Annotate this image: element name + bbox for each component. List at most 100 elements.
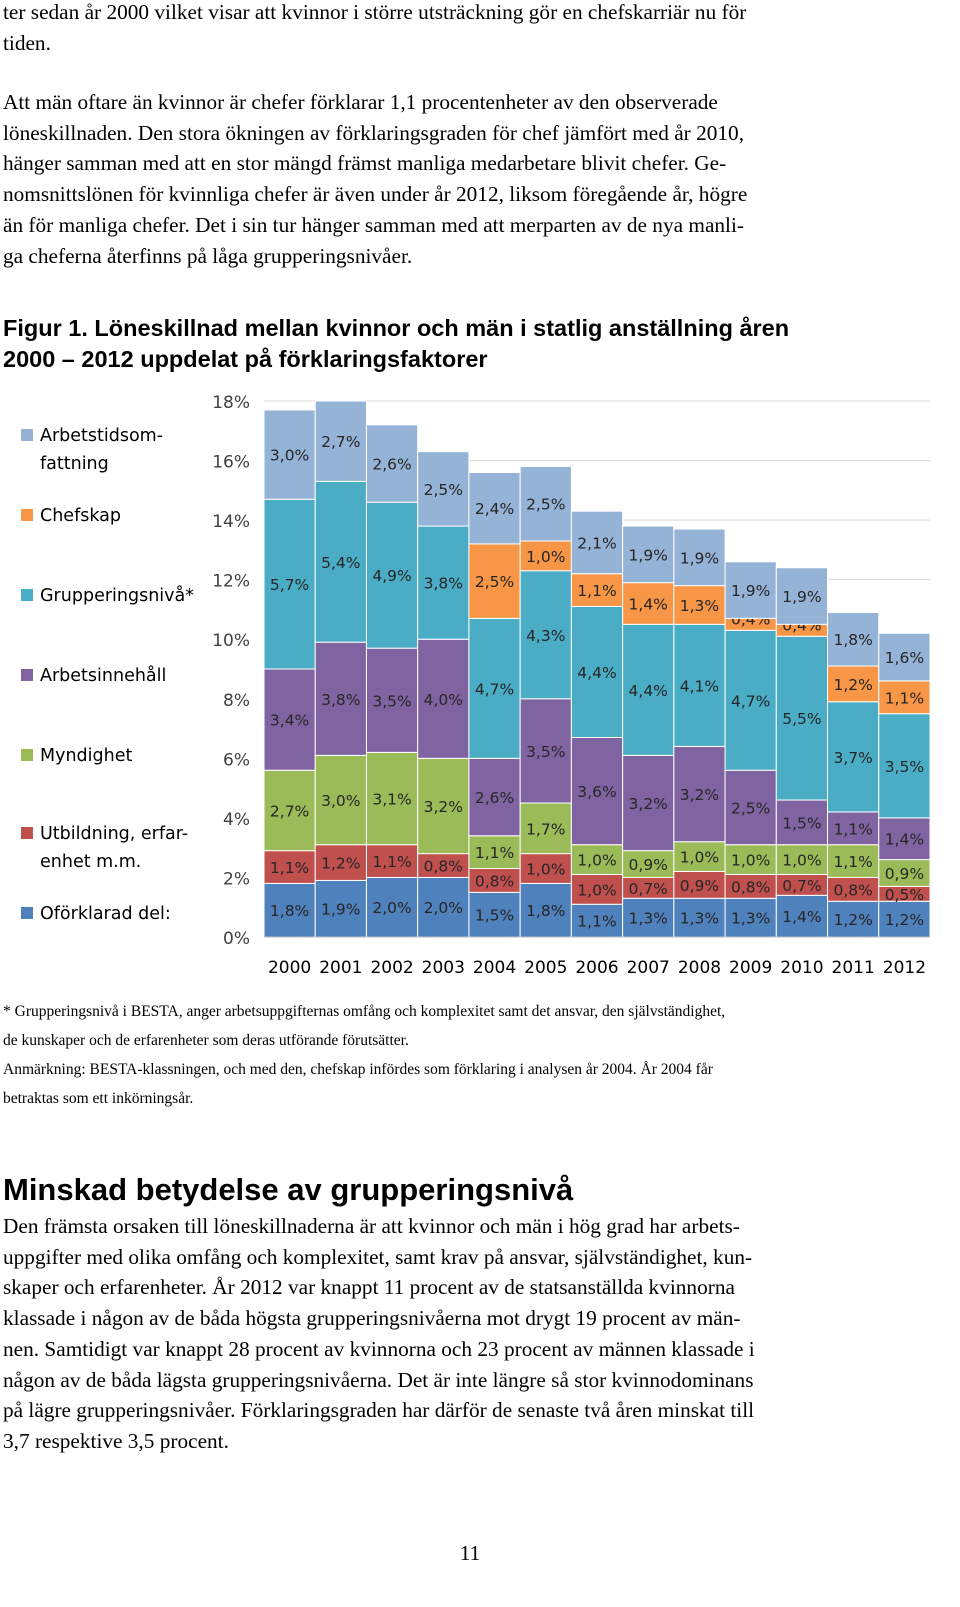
- data-label: 3,5%: [885, 758, 924, 776]
- data-label: 5,4%: [321, 554, 360, 572]
- bar-segment: [519, 466, 572, 542]
- data-label: 2,6%: [475, 789, 514, 807]
- bar-segment: [314, 844, 367, 881]
- caption-line: 2000 – 2012 uppdelat på förklaringsfakto…: [3, 346, 488, 372]
- data-label: 1,1%: [577, 582, 616, 600]
- bar-segment: [673, 528, 726, 587]
- text-line: uppgifter med olika omfång och komplexit…: [3, 1244, 753, 1269]
- text-line: löneskillnaden. Den stora ökningen av fö…: [3, 120, 745, 145]
- x-tick-label: 2003: [422, 958, 465, 978]
- data-label: 0,8%: [833, 881, 872, 899]
- legend-label: fattning: [40, 454, 109, 474]
- bar-segment: [468, 757, 521, 837]
- y-tick-label: 16%: [212, 453, 250, 473]
- x-tick-label: 2012: [883, 958, 926, 978]
- bar-segment: [673, 623, 726, 747]
- data-label: 1,4%: [885, 831, 924, 849]
- x-tick-label: 2009: [729, 958, 772, 978]
- bar-segment: [314, 879, 367, 938]
- text-line: tiden.: [3, 30, 51, 55]
- data-label: 1,1%: [833, 820, 872, 838]
- note-line: betraktas som ett inkörningsår.: [3, 1090, 194, 1107]
- bar-segment: [622, 525, 675, 584]
- x-tick-label: 2010: [780, 958, 823, 978]
- legend-label: Arbetsinnehåll: [40, 665, 166, 686]
- bar-segment: [570, 605, 624, 738]
- data-label: 4,0%: [424, 691, 463, 709]
- data-label: 1,5%: [475, 907, 514, 925]
- note-line: Anmärkning: BESTA-klassningen, och med d…: [3, 1061, 713, 1078]
- bar-segment: [570, 510, 624, 575]
- data-label: 1,9%: [782, 588, 821, 606]
- legend-swatch: [21, 669, 33, 681]
- footnote-grupperingsniva: * Grupperingsnivå i BESTA, anger arbetsu…: [3, 997, 943, 1055]
- data-label: 1,1%: [270, 859, 309, 877]
- x-tick-label: 2001: [319, 958, 362, 978]
- data-label: 1,2%: [321, 855, 360, 873]
- x-tick-label: 2000: [268, 958, 311, 978]
- legend-swatch: [21, 509, 33, 521]
- data-label: 1,9%: [680, 549, 719, 567]
- data-label: 1,0%: [526, 861, 565, 879]
- data-label: 1,9%: [629, 546, 668, 564]
- legend-swatch: [21, 907, 33, 919]
- bar-segment: [878, 859, 931, 887]
- bar-segment: [519, 540, 572, 572]
- data-label: 2,4%: [475, 500, 514, 518]
- x-tick-label: 2007: [627, 958, 670, 978]
- bar-segment: [263, 498, 316, 670]
- bar-segment: [673, 897, 726, 938]
- section-paragraph: Den främsta orsaken till löneskillnadern…: [3, 1211, 938, 1457]
- x-tick-label: 2006: [575, 958, 618, 978]
- data-label: 1,0%: [577, 852, 616, 870]
- bar-segment: [673, 585, 726, 625]
- x-tick-label: 2008: [678, 958, 721, 978]
- y-tick-label: 0%: [223, 929, 250, 949]
- bar-segment: [827, 665, 880, 703]
- x-tick-label: 2005: [524, 958, 567, 978]
- data-label: 0,7%: [782, 877, 821, 895]
- data-label: 1,3%: [629, 910, 668, 928]
- section-heading: Minskad betydelse av grupperingsnivå: [3, 1172, 574, 1207]
- data-label: 1,4%: [782, 908, 821, 926]
- data-label: 0,7%: [629, 880, 668, 898]
- data-label: 3,5%: [526, 743, 565, 761]
- legend-label: Chefskap: [40, 506, 121, 526]
- bar-segment: [827, 811, 880, 846]
- bar-segment: [878, 713, 931, 819]
- legend-swatch: [21, 589, 33, 601]
- data-label: 1,5%: [782, 814, 821, 832]
- bar-segment: [314, 480, 367, 643]
- data-label: 1,2%: [885, 911, 924, 929]
- data-label: 1,0%: [782, 852, 821, 870]
- data-label: 3,2%: [424, 798, 463, 816]
- legend-label: Utbildning, erfar-: [40, 824, 188, 844]
- data-label: 0,8%: [424, 858, 463, 876]
- data-label: 1,8%: [526, 902, 565, 920]
- bar-segment: [673, 841, 726, 872]
- data-label: 3,5%: [372, 692, 411, 710]
- footnote-anmarkning: Anmärkning: BESTA-klassningen, och med d…: [3, 1055, 943, 1113]
- y-tick-label: 8%: [223, 691, 250, 711]
- bar-segment: [314, 754, 367, 846]
- bar-segment: [263, 668, 316, 771]
- data-label: 1,4%: [629, 595, 668, 613]
- data-label: 1,0%: [577, 881, 616, 899]
- data-label: 4,7%: [475, 680, 514, 698]
- stacked-bar-chart: 0% 2% 4% 6% 8% 10% 12% 14% 16% 18% 1,8% 1,1% 2,7% 3,4…: [21, 393, 931, 978]
- data-label: 1,0%: [680, 849, 719, 867]
- bar-segment: [827, 844, 880, 878]
- data-label: 3,4%: [270, 712, 309, 730]
- text-line: hänger samman med att en stor mängd främ…: [3, 151, 727, 176]
- data-label: 1,6%: [885, 649, 924, 667]
- data-label: 2,5%: [526, 496, 565, 514]
- legend-label: Arbetstidsom-: [40, 426, 163, 446]
- bar-segment: [519, 570, 572, 700]
- bar-segment: [827, 900, 880, 938]
- y-tick-label: 2%: [223, 869, 250, 889]
- bar-segment: [314, 641, 367, 756]
- data-label: 0,9%: [629, 856, 668, 874]
- data-label: 2,0%: [424, 899, 463, 917]
- legend-swatch: [21, 429, 33, 441]
- data-label: 4,4%: [629, 682, 668, 700]
